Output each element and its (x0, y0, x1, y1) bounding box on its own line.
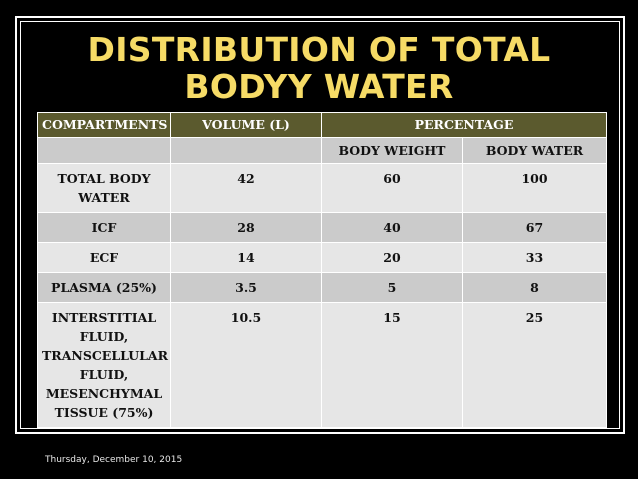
row-body-weight: 60 (321, 163, 463, 213)
row-compartment: ECF (37, 242, 171, 273)
header-compartments: COMPARTMENTS (37, 112, 171, 138)
table-subheader-row: BODY WEIGHT BODY WATER (37, 137, 607, 164)
row-body-water: 100 (462, 163, 607, 213)
row-body-weight: 5 (321, 272, 463, 303)
row-compartment: ICF (37, 212, 171, 243)
table-row: PLASMA (25%) 3.5 5 8 (37, 272, 607, 303)
row-volume: 42 (170, 163, 322, 213)
subheader-empty-2 (170, 137, 322, 164)
table-header-row: COMPARTMENTS VOLUME (L) PERCENTAGE (37, 112, 607, 138)
row-body-weight: 40 (321, 212, 463, 243)
subheader-body-weight: BODY WEIGHT (321, 137, 463, 164)
row-compartment: INTERSTITIAL FLUID, TRANSCELLULAR FLUID,… (37, 302, 171, 428)
footer-date: Thursday, December 10, 2015 (45, 455, 183, 465)
table-row: INTERSTITIAL FLUID, TRANSCELLULAR FLUID,… (37, 302, 607, 428)
title-line-1: DISTRIBUTION OF TOTAL (87, 30, 551, 69)
slide-frame-outer (15, 16, 625, 434)
subheader-body-water: BODY WATER (462, 137, 607, 164)
row-body-water: 25 (462, 302, 607, 428)
row-volume: 28 (170, 212, 322, 243)
row-body-water: 67 (462, 212, 607, 243)
row-volume: 3.5 (170, 272, 322, 303)
row-body-water: 33 (462, 242, 607, 273)
header-volume: VOLUME (L) (170, 112, 322, 138)
table-row: ICF 28 40 67 (37, 212, 607, 243)
slide-frame-inner (20, 21, 620, 429)
row-compartment: PLASMA (25%) (37, 272, 171, 303)
slide-title: DISTRIBUTION OF TOTAL BODYY WATER (28, 31, 610, 105)
row-volume: 14 (170, 242, 322, 273)
subheader-empty-1 (37, 137, 171, 164)
title-line-2: BODYY WATER (184, 67, 454, 106)
row-volume: 10.5 (170, 302, 322, 428)
row-body-weight: 20 (321, 242, 463, 273)
row-body-weight: 15 (321, 302, 463, 428)
header-percentage: PERCENTAGE (321, 112, 607, 138)
row-compartment: TOTAL BODY WATER (37, 163, 171, 213)
row-body-water: 8 (462, 272, 607, 303)
table-row: ECF 14 20 33 (37, 242, 607, 273)
table-row: TOTAL BODY WATER 42 60 100 (37, 163, 607, 213)
distribution-table: COMPARTMENTS VOLUME (L) PERCENTAGE BODY … (37, 112, 607, 428)
